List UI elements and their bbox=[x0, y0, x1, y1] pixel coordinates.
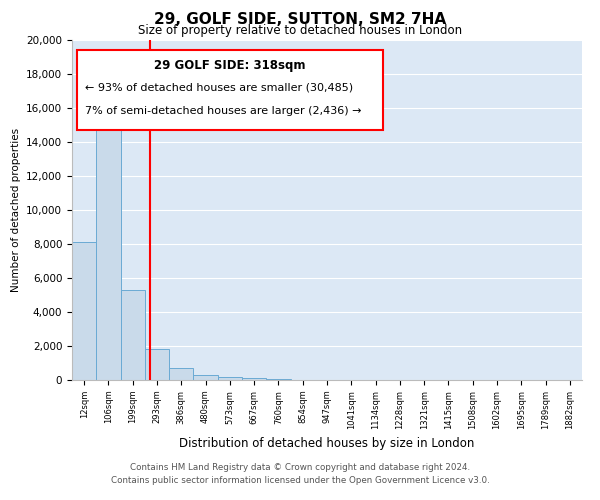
X-axis label: Distribution of detached houses by size in London: Distribution of detached houses by size … bbox=[179, 437, 475, 450]
Bar bbox=[145, 348, 169, 380]
Text: 29, GOLF SIDE, SUTTON, SM2 7HA: 29, GOLF SIDE, SUTTON, SM2 7HA bbox=[154, 12, 446, 28]
Bar bbox=[121, 290, 145, 380]
Bar bbox=[72, 242, 96, 380]
Text: 7% of semi-detached houses are larger (2,436) →: 7% of semi-detached houses are larger (2… bbox=[85, 106, 361, 117]
Text: Contains HM Land Registry data © Crown copyright and database right 2024.: Contains HM Land Registry data © Crown c… bbox=[130, 464, 470, 472]
Text: Contains public sector information licensed under the Open Government Licence v3: Contains public sector information licen… bbox=[110, 476, 490, 485]
Bar bbox=[242, 378, 266, 380]
Bar bbox=[169, 368, 193, 380]
Text: Size of property relative to detached houses in London: Size of property relative to detached ho… bbox=[138, 24, 462, 37]
Bar bbox=[193, 375, 218, 380]
Bar bbox=[266, 379, 290, 380]
FancyBboxPatch shape bbox=[77, 50, 383, 130]
Bar bbox=[96, 98, 121, 380]
Y-axis label: Number of detached properties: Number of detached properties bbox=[11, 128, 20, 292]
Text: ← 93% of detached houses are smaller (30,485): ← 93% of detached houses are smaller (30… bbox=[85, 82, 353, 92]
Bar bbox=[218, 377, 242, 380]
Text: 29 GOLF SIDE: 318sqm: 29 GOLF SIDE: 318sqm bbox=[154, 58, 306, 71]
